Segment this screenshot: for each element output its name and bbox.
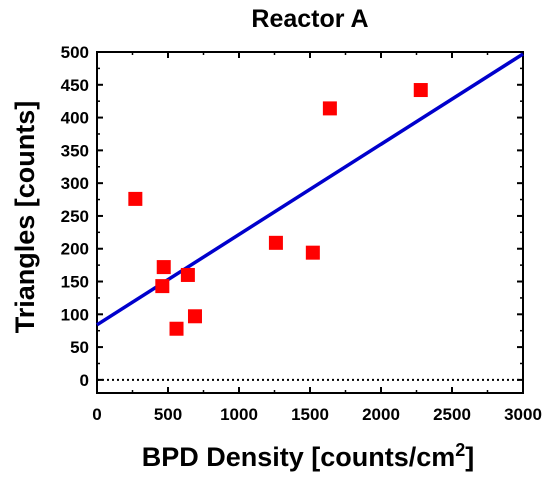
- plot-frame: [96, 51, 524, 394]
- y-tick-label: 250: [61, 207, 89, 226]
- data-point: [413, 83, 428, 98]
- x-tick-label: 500: [154, 405, 182, 424]
- y-tick-label: 300: [61, 174, 89, 193]
- data-point: [180, 267, 195, 282]
- x-axis-label: BPD Density [counts/cm2]: [142, 440, 475, 472]
- y-tick-label: 500: [61, 43, 89, 62]
- data-point: [169, 321, 184, 336]
- x-tick-label: 1000: [220, 405, 258, 424]
- x-tick-label: 2500: [433, 405, 471, 424]
- x-tick-label: 3000: [504, 405, 542, 424]
- y-tick-label: 0: [80, 371, 89, 390]
- y-tick-label: 350: [61, 141, 89, 160]
- plot-area: 0 50 100 150 200 250 300 350 400 450 500 0 500 1000 15…: [61, 43, 542, 424]
- data-point: [128, 191, 143, 206]
- y-tick-label: 50: [70, 338, 89, 357]
- x-axis-label-superscript: 2: [455, 440, 465, 460]
- data-point: [156, 260, 171, 275]
- y-tick-label: 100: [61, 305, 89, 324]
- data-point: [322, 101, 337, 116]
- x-tick-label: 2000: [362, 405, 400, 424]
- y-axis-label: Triangles [counts]: [10, 101, 40, 334]
- y-tick-label: 400: [61, 109, 89, 128]
- y-tick-label: 150: [61, 273, 89, 292]
- x-tick-label: 1500: [291, 405, 329, 424]
- x-tick-label: 0: [92, 405, 101, 424]
- y-tick-label: 200: [61, 240, 89, 259]
- x-axis-label-main: BPD Density [counts/cm: [142, 442, 456, 472]
- x-axis-label-suffix: ]: [465, 442, 474, 472]
- y-tick-label: 450: [61, 76, 89, 95]
- chart-title: Reactor A: [251, 5, 368, 33]
- data-point: [268, 235, 283, 250]
- data-point: [187, 309, 202, 324]
- data-point: [305, 245, 320, 260]
- data-point: [155, 279, 170, 294]
